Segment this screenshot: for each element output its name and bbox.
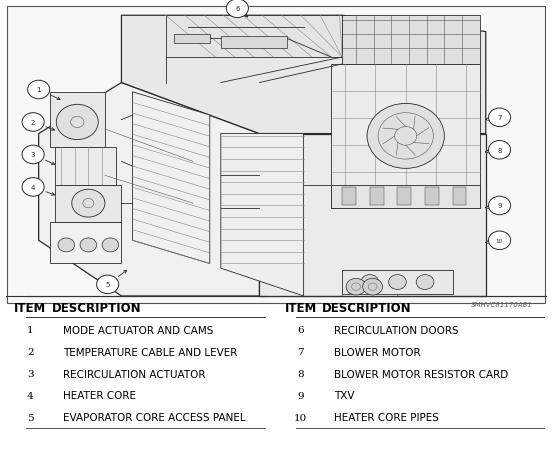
Polygon shape <box>342 188 356 206</box>
Text: 4: 4 <box>27 391 34 400</box>
Text: 10: 10 <box>294 413 307 422</box>
Text: TEMPERATURE CABLE AND LEVER: TEMPERATURE CABLE AND LEVER <box>63 347 238 357</box>
Text: EVAPORATOR CORE ACCESS PANEL: EVAPORATOR CORE ACCESS PANEL <box>63 412 246 422</box>
Circle shape <box>102 238 119 252</box>
Text: HEATER CORE PIPES: HEATER CORE PIPES <box>334 412 439 422</box>
Polygon shape <box>342 271 453 294</box>
Circle shape <box>489 141 511 160</box>
Text: 4: 4 <box>31 185 35 190</box>
Polygon shape <box>331 65 480 208</box>
Polygon shape <box>425 188 439 206</box>
Circle shape <box>97 275 119 294</box>
Circle shape <box>389 275 406 290</box>
Text: HEATER CORE: HEATER CORE <box>63 390 136 400</box>
Polygon shape <box>221 134 304 296</box>
Text: 2: 2 <box>27 348 34 357</box>
Text: RECIRCULATION ACTUATOR: RECIRCULATION ACTUATOR <box>63 369 206 379</box>
Bar <box>7 7 545 303</box>
Circle shape <box>28 81 50 100</box>
Polygon shape <box>174 35 210 44</box>
Polygon shape <box>453 188 466 206</box>
Text: BLOWER MOTOR: BLOWER MOTOR <box>334 347 421 357</box>
Circle shape <box>80 238 97 252</box>
Polygon shape <box>50 222 121 264</box>
Text: MODE ACTUATOR AND CAMS: MODE ACTUATOR AND CAMS <box>63 325 214 335</box>
Polygon shape <box>397 188 411 206</box>
Text: DESCRIPTION: DESCRIPTION <box>52 301 141 314</box>
Text: 8: 8 <box>497 148 502 153</box>
Circle shape <box>367 104 444 169</box>
Circle shape <box>346 279 366 295</box>
Text: ITEM: ITEM <box>14 301 46 314</box>
Text: 1: 1 <box>36 88 41 93</box>
Text: 6: 6 <box>235 6 240 12</box>
Text: ITEM: ITEM <box>285 301 317 314</box>
Circle shape <box>489 197 511 215</box>
Polygon shape <box>259 134 486 296</box>
Text: SMHVC81170AB1: SMHVC81170AB1 <box>471 301 533 307</box>
Polygon shape <box>331 185 480 208</box>
Polygon shape <box>342 294 397 296</box>
Polygon shape <box>132 93 210 264</box>
Circle shape <box>416 275 434 290</box>
Circle shape <box>489 232 511 250</box>
Polygon shape <box>39 83 259 296</box>
Text: 9: 9 <box>497 203 502 209</box>
Text: 7: 7 <box>497 115 502 121</box>
Circle shape <box>22 113 44 132</box>
Circle shape <box>56 105 98 140</box>
Text: 9: 9 <box>298 391 304 400</box>
Polygon shape <box>121 16 486 134</box>
Polygon shape <box>221 37 287 49</box>
Circle shape <box>361 275 379 290</box>
Polygon shape <box>50 93 105 148</box>
Text: RECIRCULATION DOORS: RECIRCULATION DOORS <box>334 325 459 335</box>
Text: 2: 2 <box>31 120 35 125</box>
Circle shape <box>72 190 105 218</box>
Text: 3: 3 <box>31 152 35 158</box>
Circle shape <box>363 279 383 295</box>
Circle shape <box>226 0 248 19</box>
Text: 5: 5 <box>105 282 110 288</box>
Circle shape <box>22 146 44 164</box>
Polygon shape <box>55 148 116 185</box>
Text: 5: 5 <box>27 413 34 422</box>
Text: 7: 7 <box>298 348 304 357</box>
Polygon shape <box>342 16 480 65</box>
Polygon shape <box>370 188 384 206</box>
Text: 10: 10 <box>496 238 503 243</box>
Circle shape <box>58 238 75 252</box>
Text: 6: 6 <box>298 326 304 335</box>
Circle shape <box>489 109 511 127</box>
Polygon shape <box>166 16 342 58</box>
Text: TXV: TXV <box>334 390 354 400</box>
Polygon shape <box>55 185 121 222</box>
Text: 1: 1 <box>27 326 34 335</box>
Text: 8: 8 <box>298 369 304 378</box>
Circle shape <box>22 178 44 197</box>
Text: 3: 3 <box>27 369 34 378</box>
Text: DESCRIPTION: DESCRIPTION <box>322 301 412 314</box>
Text: BLOWER MOTOR RESISTOR CARD: BLOWER MOTOR RESISTOR CARD <box>334 369 508 379</box>
